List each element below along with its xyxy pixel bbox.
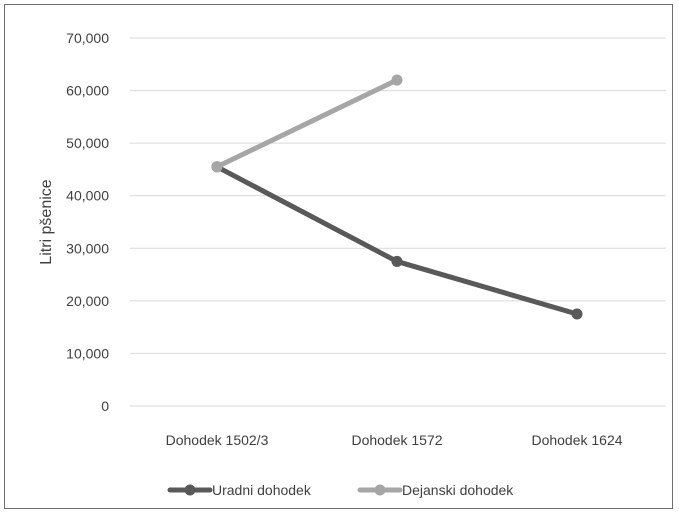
legend-swatch-marker [374,484,386,496]
x-tick-labels: Dohodek 1502/3 Dohodek 1572 Dohodek 1624 [166,432,623,448]
y-tick-label: 50,000 [66,135,109,151]
y-tick-label: 40,000 [66,188,109,204]
data-point [391,74,403,86]
data-point [211,161,223,173]
series-line [214,164,580,317]
y-tick-label: 70,000 [66,30,109,46]
x-tick-label: Dohodek 1502/3 [166,432,269,448]
legend: Uradni dohodek Dejanski dohodek [167,482,514,498]
legend-swatch-marker [184,484,196,496]
series-layer [211,74,583,320]
series-dejanski-dohodek [211,74,403,173]
legend-item: Dejanski dohodek [357,482,514,498]
legend-label: Uradni dohodek [212,482,312,498]
y-tick-label: 60,000 [66,83,109,99]
gridlines [130,37,666,407]
chart-frame [4,4,673,509]
x-tick-label: Dohodek 1624 [531,432,622,448]
legend-label: Dejanski dohodek [402,482,514,498]
y-tick-label: 30,000 [66,240,109,256]
series-uradni-dohodek [211,161,583,320]
data-point [571,308,583,320]
y-tick-labels: 0 10,000 20,000 30,000 40,000 50,000 60,000 70,… [66,30,109,414]
y-tick-label: 10,000 [66,345,109,361]
series-line [214,77,400,170]
data-point [391,255,403,267]
y-tick-label: 0 [101,398,109,414]
x-tick-label: Dohodek 1572 [351,432,442,448]
y-axis-title: Litri pšenice [38,179,55,264]
legend-item: Uradni dohodek [167,482,312,498]
y-tick-label: 20,000 [66,293,109,309]
